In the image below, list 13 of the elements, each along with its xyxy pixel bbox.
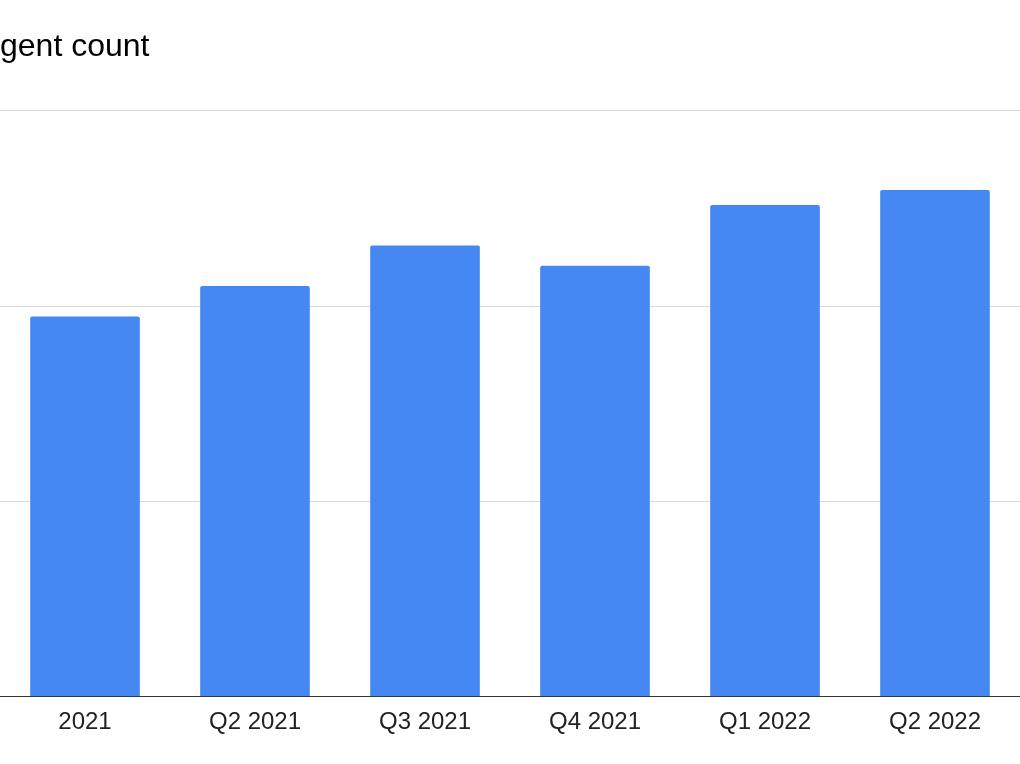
x-tick-label: 2021 (58, 707, 112, 735)
bar (200, 286, 310, 697)
bar (540, 265, 650, 697)
x-tick-label: Q3 2021 (378, 707, 472, 735)
x-tick-label: Q4 2021 (548, 707, 642, 735)
x-tick-label: Q2 2022 (888, 707, 982, 735)
chart-title: gent count (0, 27, 150, 64)
bar (30, 316, 140, 697)
x-tick-label: Q2 2021 (208, 707, 302, 735)
bar (370, 245, 480, 697)
bar (880, 189, 990, 697)
x-tick-label: Q1 2022 (718, 707, 812, 735)
bar (710, 205, 820, 697)
